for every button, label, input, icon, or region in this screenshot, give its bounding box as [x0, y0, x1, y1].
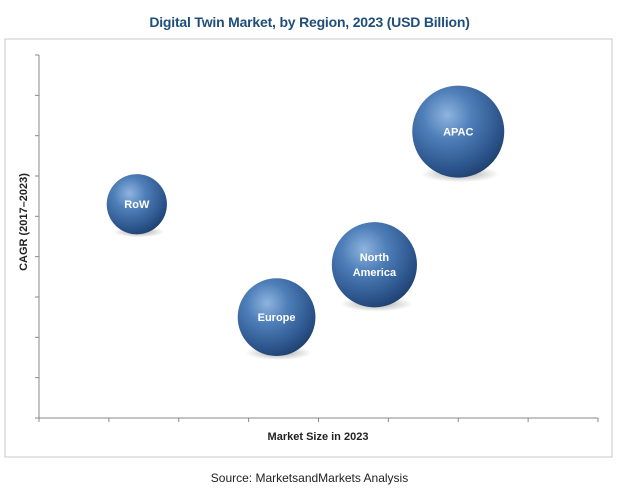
- y-axis-label: CAGR (2017–2023): [18, 173, 30, 271]
- x-axis-ticks: [38, 418, 599, 422]
- bubble-row: [106, 174, 167, 235]
- bubbles: RoW Europe North America APAC: [106, 85, 505, 360]
- bubble-north-america: [331, 222, 417, 308]
- bubble-label-apac: APAC: [443, 127, 473, 139]
- bubble-apac: [412, 85, 505, 178]
- bubble-label-north-america: North America: [353, 252, 397, 279]
- chart-title: Digital Twin Market, by Region, 2023 (US…: [149, 14, 470, 30]
- bubble-label-row: RoW: [124, 199, 150, 211]
- x-axis-label: Market Size in 2023: [268, 431, 369, 443]
- source-note: Source: MarketsandMarkets Analysis: [210, 471, 409, 485]
- bubble-label-europe: Europe: [258, 312, 296, 324]
- y-axis-ticks: [35, 54, 39, 419]
- plot-frame: [4, 38, 613, 458]
- bubble-europe: [237, 278, 316, 357]
